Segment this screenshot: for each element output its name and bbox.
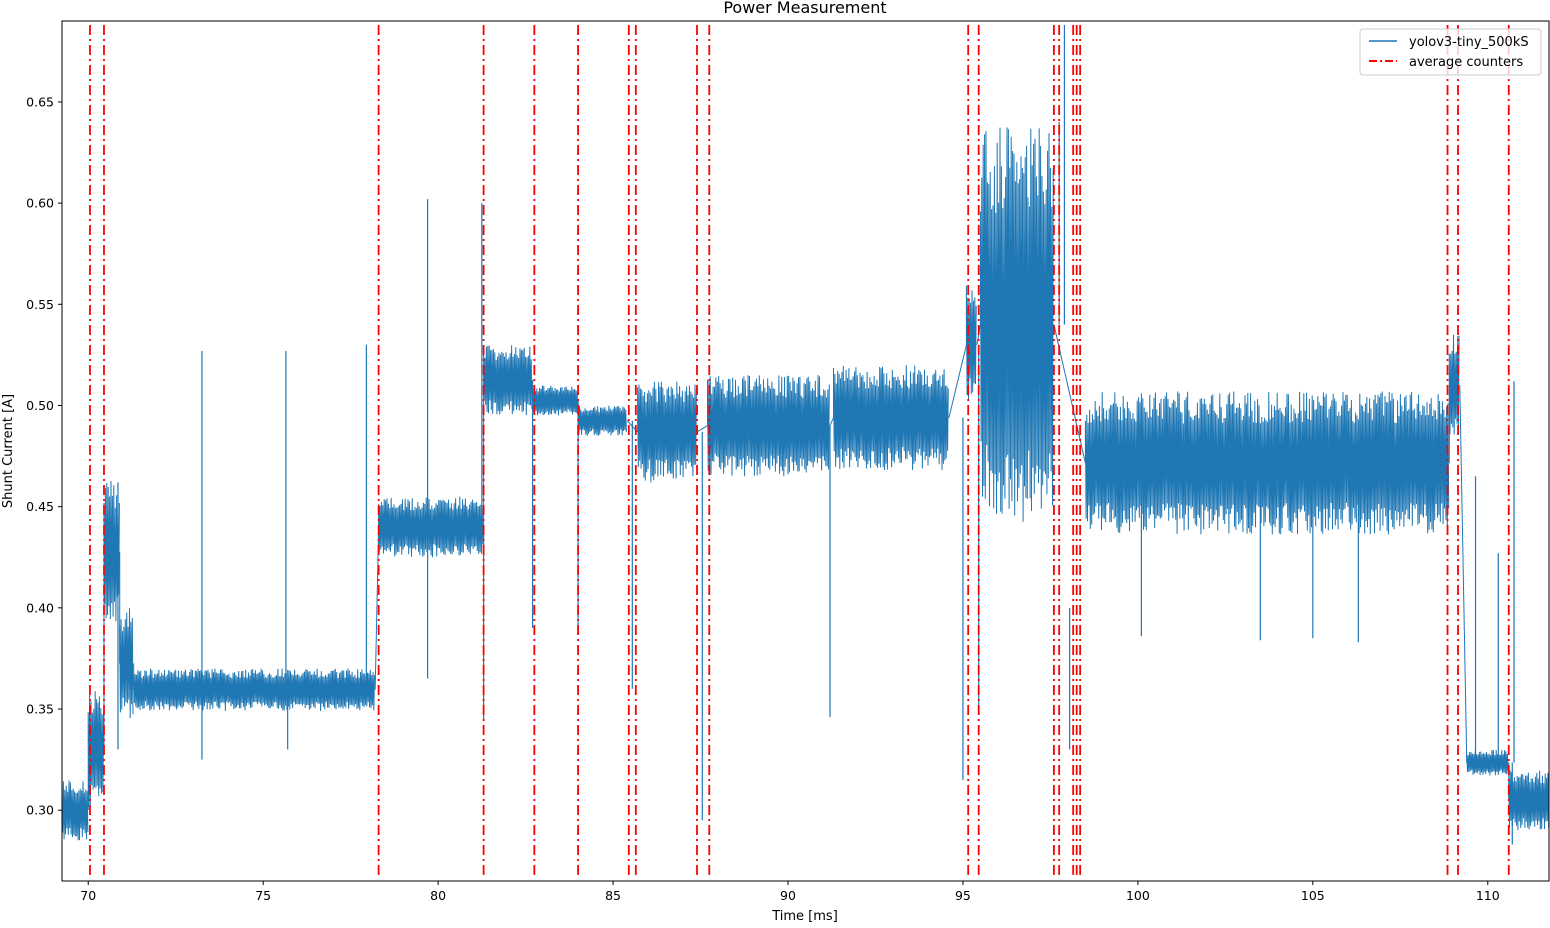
x-axis: 70 75 80 85 90 95 100 105 110 bbox=[80, 881, 1500, 903]
y-tick-label: 0.45 bbox=[26, 499, 54, 514]
legend-label-measurement: yolov3-tiny_500kS bbox=[1409, 35, 1529, 50]
measurement-segment bbox=[1084, 391, 1450, 535]
y-axis-label: Shunt Current [A] bbox=[1, 394, 16, 508]
y-tick-label: 0.65 bbox=[26, 94, 54, 109]
x-tick-label: 85 bbox=[605, 888, 621, 903]
x-axis-label: Time [ms] bbox=[771, 909, 838, 924]
x-tick-label: 95 bbox=[955, 888, 971, 903]
y-tick-label: 0.60 bbox=[26, 196, 54, 211]
measurement-segment bbox=[483, 345, 533, 416]
measurement-segment bbox=[707, 375, 830, 477]
legend-label-average-counters: average counters bbox=[1409, 55, 1523, 70]
measurement-transition bbox=[1459, 385, 1468, 763]
measurement-segment bbox=[62, 780, 89, 841]
measurement-transition bbox=[829, 417, 834, 426]
measurement-segment bbox=[1466, 749, 1509, 776]
measurement-segment bbox=[1508, 770, 1549, 831]
x-tick-label: 105 bbox=[1301, 888, 1325, 903]
legend: yolov3-tiny_500kS average counters bbox=[1359, 28, 1542, 76]
measurement-segment bbox=[378, 496, 484, 558]
measurement-transition bbox=[696, 425, 708, 433]
measurement-segment bbox=[119, 608, 134, 719]
x-tick-label: 80 bbox=[430, 888, 446, 903]
legend-box bbox=[1359, 28, 1542, 76]
measurement-segment bbox=[577, 405, 627, 436]
measurement-transition bbox=[948, 344, 967, 418]
x-tick-label: 70 bbox=[80, 888, 96, 903]
measurement-segment bbox=[637, 381, 697, 483]
y-tick-label: 0.35 bbox=[26, 702, 54, 717]
x-tick-label: 90 bbox=[780, 888, 796, 903]
plot-area-frame bbox=[61, 20, 1550, 882]
y-tick-label: 0.40 bbox=[26, 600, 54, 615]
x-tick-label: 100 bbox=[1126, 888, 1150, 903]
chart-title: Power Measurement bbox=[723, 0, 886, 17]
x-tick-label: 75 bbox=[255, 888, 271, 903]
y-axis: 0.30 0.35 0.40 0.45 0.50 0.55 0.60 0.65 bbox=[26, 94, 62, 818]
measurement-segment bbox=[532, 385, 578, 416]
measurement-segment bbox=[833, 365, 949, 471]
measurement-segment bbox=[133, 668, 375, 712]
measurement-segment bbox=[979, 127, 1054, 522]
y-tick-label: 0.30 bbox=[26, 803, 54, 818]
x-tick-label: 110 bbox=[1476, 888, 1500, 903]
measurement-segment bbox=[103, 481, 120, 622]
y-tick-label: 0.50 bbox=[26, 398, 54, 413]
y-tick-label: 0.55 bbox=[26, 297, 54, 312]
